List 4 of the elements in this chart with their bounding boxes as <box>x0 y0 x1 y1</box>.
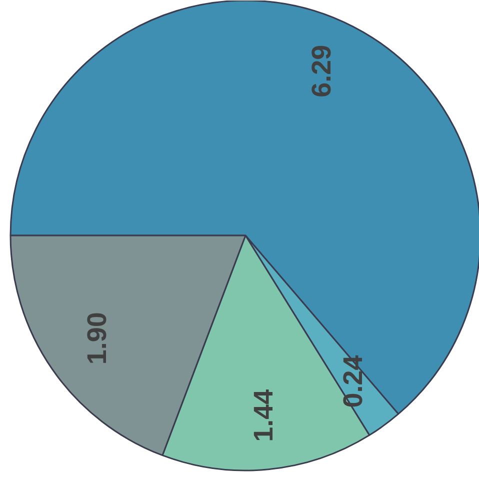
data-label: 0.24 <box>338 355 368 408</box>
data-label: 6.29 <box>306 44 337 98</box>
data-label: 1.90 <box>82 312 112 365</box>
data-label: 1.44 <box>248 389 279 442</box>
